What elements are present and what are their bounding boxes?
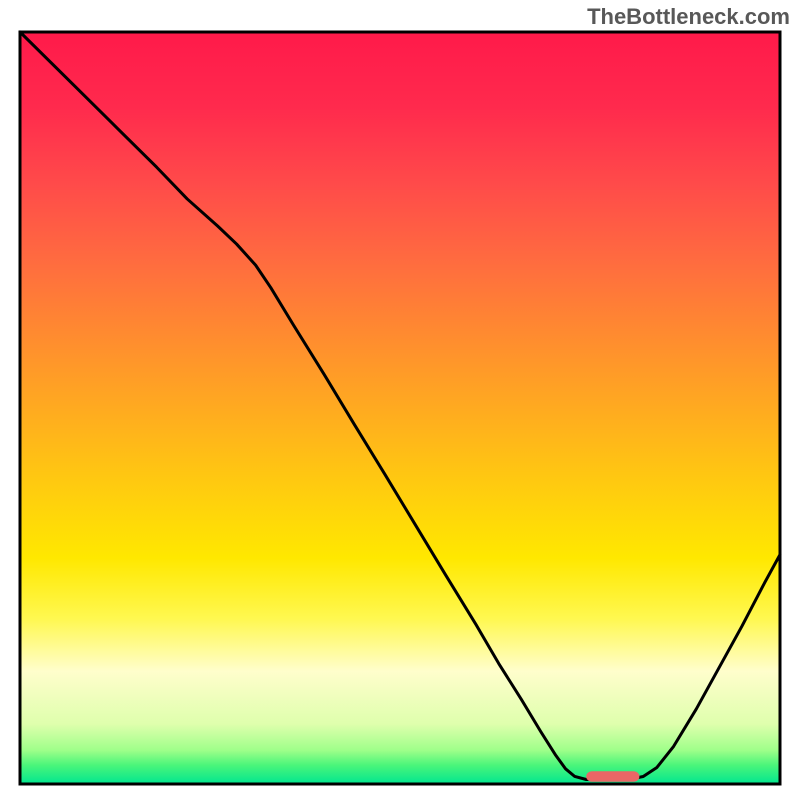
chart-container: TheBottleneck.com: [0, 0, 800, 800]
chart-svg: [0, 0, 800, 800]
watermark-text: TheBottleneck.com: [587, 4, 790, 30]
optimal-range-marker: [586, 771, 639, 782]
